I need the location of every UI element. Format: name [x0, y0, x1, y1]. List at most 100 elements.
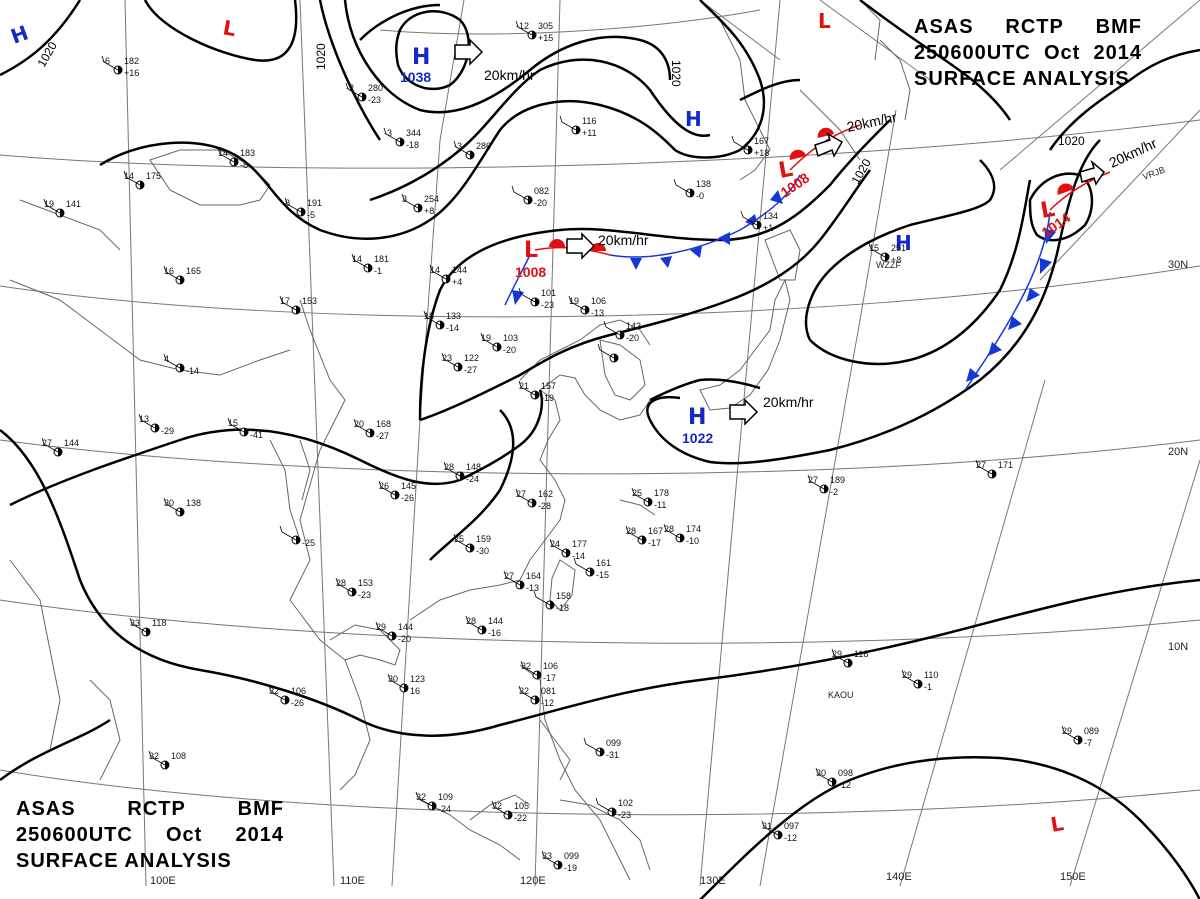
- station-tendency: -20: [503, 345, 516, 355]
- wind-barb-icon: [123, 170, 141, 186]
- longitude-label: 150E: [1060, 871, 1086, 883]
- title-month: Oct: [166, 824, 203, 846]
- station-temperature: 26: [379, 481, 389, 491]
- wind-barb-icon: [429, 264, 447, 280]
- station-tendency: -28: [538, 501, 551, 511]
- station-plot: 14 144 +4: [429, 264, 467, 287]
- station-plot: 8 191 -5: [284, 197, 322, 220]
- station-temperature: -3: [454, 141, 462, 151]
- station-plot: 30 138: [163, 497, 201, 517]
- station-temperature: 32: [269, 686, 279, 696]
- station-temperature: 30: [816, 768, 826, 778]
- station-temperature: 17: [280, 296, 290, 306]
- motion-label: 20km/hr: [1107, 135, 1160, 171]
- wind-barb-icon: [441, 352, 459, 368]
- station-pressure: 141: [66, 199, 81, 209]
- station-pressure: 106: [291, 686, 306, 696]
- cloud-cover-icon: [370, 429, 374, 437]
- station-temperature: 28: [664, 524, 674, 534]
- cold-front-triangle: [690, 246, 702, 258]
- motion-label: 20km/hr: [845, 109, 898, 135]
- station-tendency: -17: [543, 673, 556, 683]
- station-tendency: -0: [696, 191, 704, 201]
- high-pressure-center: H: [8, 20, 32, 48]
- cold-front-triangle: [1044, 228, 1056, 244]
- station-tendency: -10: [686, 536, 699, 546]
- title-line-1: ASAS RCTP BMF: [914, 14, 1142, 40]
- wind-barb-icon: [740, 210, 758, 226]
- station-temperature: 29: [376, 622, 386, 632]
- cloud-cover-icon: [301, 208, 305, 216]
- cloud-cover-icon: [992, 470, 996, 478]
- cloud-cover-icon: [58, 448, 62, 456]
- station-tendency: -23: [618, 810, 631, 820]
- station-temperature: 32: [521, 661, 531, 671]
- cloud-cover-icon: [566, 549, 570, 557]
- station-tendency: -7: [1084, 738, 1092, 748]
- station-pressure: 144: [452, 265, 467, 275]
- station-pressure: 167: [754, 136, 769, 146]
- wind-barb-icon: [625, 525, 643, 541]
- motion-arrow-icon: [729, 398, 759, 426]
- station-plot: 25 178 -11: [631, 487, 669, 510]
- station-pressure: 168: [376, 419, 391, 429]
- wind-barb-icon: [518, 685, 536, 701]
- station-pressure: 123: [410, 674, 425, 684]
- station-plot: 14 175: [123, 170, 161, 190]
- title-station: RCTP: [127, 798, 186, 820]
- station-id: KAOU: [828, 690, 854, 700]
- cloud-cover-icon: [392, 632, 396, 640]
- station-plot: 26 145 -26: [378, 480, 416, 503]
- pressure-value: 1008: [515, 264, 546, 280]
- station-plot: 27 189 -2: [807, 474, 845, 497]
- station-pressure: 183: [240, 148, 255, 158]
- cloud-cover-icon: [558, 861, 562, 869]
- wind-barb-icon: [673, 178, 691, 194]
- cloud-cover-icon: [508, 811, 512, 819]
- station-pressure: 191: [307, 198, 322, 208]
- station-temperature: 28: [336, 578, 346, 588]
- station-pressure: 089: [1084, 726, 1099, 736]
- high-pressure-center: H: [412, 45, 430, 70]
- motion-label: 20km/hr: [763, 394, 814, 410]
- cloud-cover-icon: [885, 253, 889, 261]
- longitude-label: 120E: [520, 875, 546, 887]
- wind-barb-icon: [549, 538, 567, 554]
- station-plot: 29 110 -1: [901, 669, 938, 692]
- cloud-cover-icon: [368, 264, 372, 272]
- station-id: VRJB: [1141, 165, 1166, 182]
- station-pressure: 118: [854, 649, 868, 659]
- station-pressure: 344: [406, 128, 421, 138]
- cloud-cover-icon: [296, 306, 300, 314]
- cloud-cover-icon: [535, 391, 539, 399]
- cloud-cover-icon: [140, 181, 144, 189]
- title-block-top-right: ASAS RCTP BMF 250600UTC Oct 2014 SURFACE…: [914, 14, 1142, 92]
- title-month: Oct: [1044, 42, 1081, 64]
- cloud-cover-icon: [1078, 736, 1082, 744]
- station-plot: 27 144: [41, 437, 79, 457]
- wind-barb-icon: [515, 488, 533, 504]
- title-line-3: SURFACE ANALYSIS: [16, 848, 284, 874]
- title-station: RCTP: [1005, 16, 1064, 38]
- station-tendency: -20: [626, 333, 639, 343]
- station-temperature: 32: [149, 751, 159, 761]
- station-pressure: 099: [564, 851, 579, 861]
- wind-barb-icon: [101, 55, 119, 71]
- station-plot: 28 167 -17: [625, 525, 663, 548]
- station-pressure: 142: [626, 321, 641, 331]
- wind-barb-icon: [868, 242, 886, 258]
- cloud-cover-icon: [535, 696, 539, 704]
- cloud-cover-icon: [180, 276, 184, 284]
- station-pressure: 148: [466, 462, 481, 472]
- station-pressure: 082: [534, 186, 549, 196]
- title-code: BMF: [1095, 16, 1142, 38]
- station-id: WZZF: [876, 260, 901, 270]
- cloud-cover-icon: [648, 498, 652, 506]
- wind-barb-icon: [518, 380, 536, 396]
- motion-label: 20km/hr: [598, 232, 649, 248]
- station-pressure: 144: [398, 622, 413, 632]
- station-plot: 27 171: [975, 459, 1013, 479]
- station-plot: 16 165: [163, 265, 201, 285]
- graticule-meridians: [124, 0, 1200, 887]
